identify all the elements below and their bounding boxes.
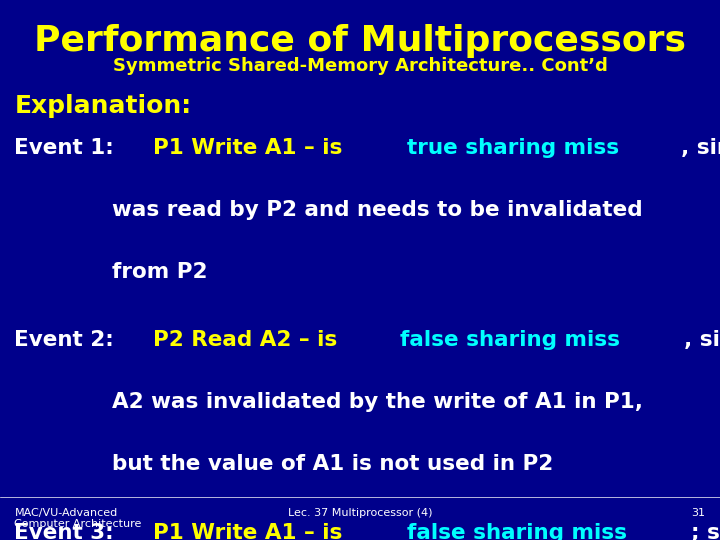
Text: Performance of Multiprocessors: Performance of Multiprocessors <box>34 24 686 58</box>
Text: Lec. 37 Multiprocessor (4): Lec. 37 Multiprocessor (4) <box>288 508 432 518</box>
Text: P1 Write A1 – is: P1 Write A1 – is <box>153 523 349 540</box>
Text: Event 2:: Event 2: <box>14 330 122 350</box>
Text: P2 Read A2 – is: P2 Read A2 – is <box>153 330 345 350</box>
Text: Explanation:: Explanation: <box>14 94 192 118</box>
Text: Event 3:: Event 3: <box>14 523 122 540</box>
Text: ; since: ; since <box>690 523 720 540</box>
Text: false sharing miss: false sharing miss <box>407 523 626 540</box>
Text: , since A1: , since A1 <box>680 138 720 158</box>
Text: Symmetric Shared-Memory Architecture.. Cont’d: Symmetric Shared-Memory Architecture.. C… <box>112 57 608 75</box>
Text: A2 was invalidated by the write of A1 in P1,: A2 was invalidated by the write of A1 in… <box>112 392 643 413</box>
Text: 31: 31 <box>692 508 706 518</box>
Text: false sharing miss: false sharing miss <box>400 330 620 350</box>
Text: MAC/VU-Advanced
Computer Architecture: MAC/VU-Advanced Computer Architecture <box>14 508 142 529</box>
Text: true sharing miss: true sharing miss <box>407 138 619 158</box>
Text: was read by P2 and needs to be invalidated: was read by P2 and needs to be invalidat… <box>112 200 642 220</box>
Text: P1 Write A1 – is: P1 Write A1 – is <box>153 138 350 158</box>
Text: , since: , since <box>684 330 720 350</box>
Text: but the value of A1 is not used in P2: but the value of A1 is not used in P2 <box>112 455 553 475</box>
Text: from P2: from P2 <box>112 262 207 282</box>
Text: Event 1:: Event 1: <box>14 138 122 158</box>
